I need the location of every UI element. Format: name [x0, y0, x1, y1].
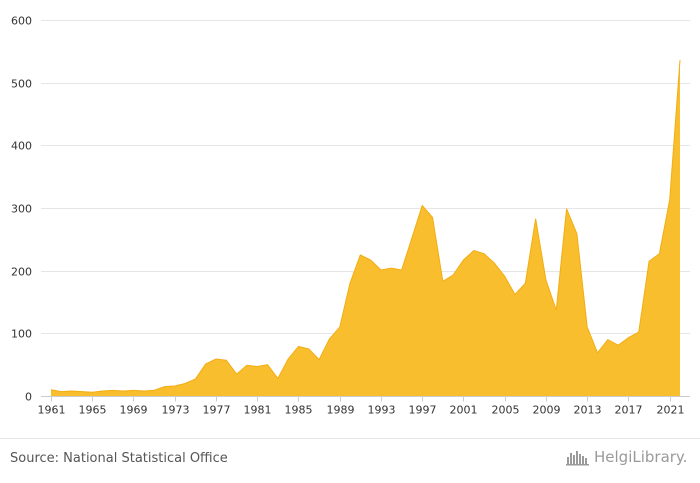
y-tick-label: 100: [11, 328, 32, 341]
helgi-library-logo[interactable]: HelgiLibrary.: [566, 448, 687, 466]
x-tick-label: 1997: [409, 404, 437, 417]
logo-text: HelgiLibrary.: [594, 448, 688, 466]
x-tick-label: 1985: [285, 404, 313, 417]
x-tick-label: 1981: [244, 404, 272, 417]
area-series-line: [50, 60, 681, 393]
x-tick-label: 2021: [657, 404, 685, 417]
y-tick-label: 0: [25, 391, 32, 404]
x-tick-label: 2001: [450, 404, 478, 417]
x-tick-label: 1977: [203, 404, 231, 417]
axes: 0 100 200 300 400 500 600 1961 1965 1969 1973 1977 1…: [11, 15, 690, 417]
source-label: Source: National Statistical Office: [10, 451, 228, 466]
x-tick-label: 2017: [615, 404, 643, 417]
y-tick-label: 500: [11, 78, 32, 91]
y-tick-label: 400: [11, 140, 32, 153]
area-chart: 0 100 200 300 400 500 600 1961 1965 1969 1973 1977 1…: [11, 15, 690, 417]
y-tick-label: 600: [11, 15, 32, 28]
area-series: [51, 60, 680, 397]
y-tick-label: 300: [11, 203, 32, 216]
plot-area: [50, 60, 681, 397]
x-tick-label: 2013: [574, 404, 602, 417]
x-tick-label: 1965: [79, 404, 107, 417]
x-tick-label: 1993: [368, 404, 396, 417]
city-skyline-icon: [566, 451, 589, 466]
y-tick-label: 200: [11, 266, 32, 279]
x-tick-label: 1961: [38, 404, 66, 417]
x-tick-label: 1969: [120, 404, 148, 417]
x-tick-label: 1973: [162, 404, 190, 417]
footer-divider: [0, 438, 700, 439]
x-tick-label: 1989: [327, 404, 355, 417]
x-tick-label: 2005: [492, 404, 520, 417]
x-tick-label: 2009: [533, 404, 561, 417]
